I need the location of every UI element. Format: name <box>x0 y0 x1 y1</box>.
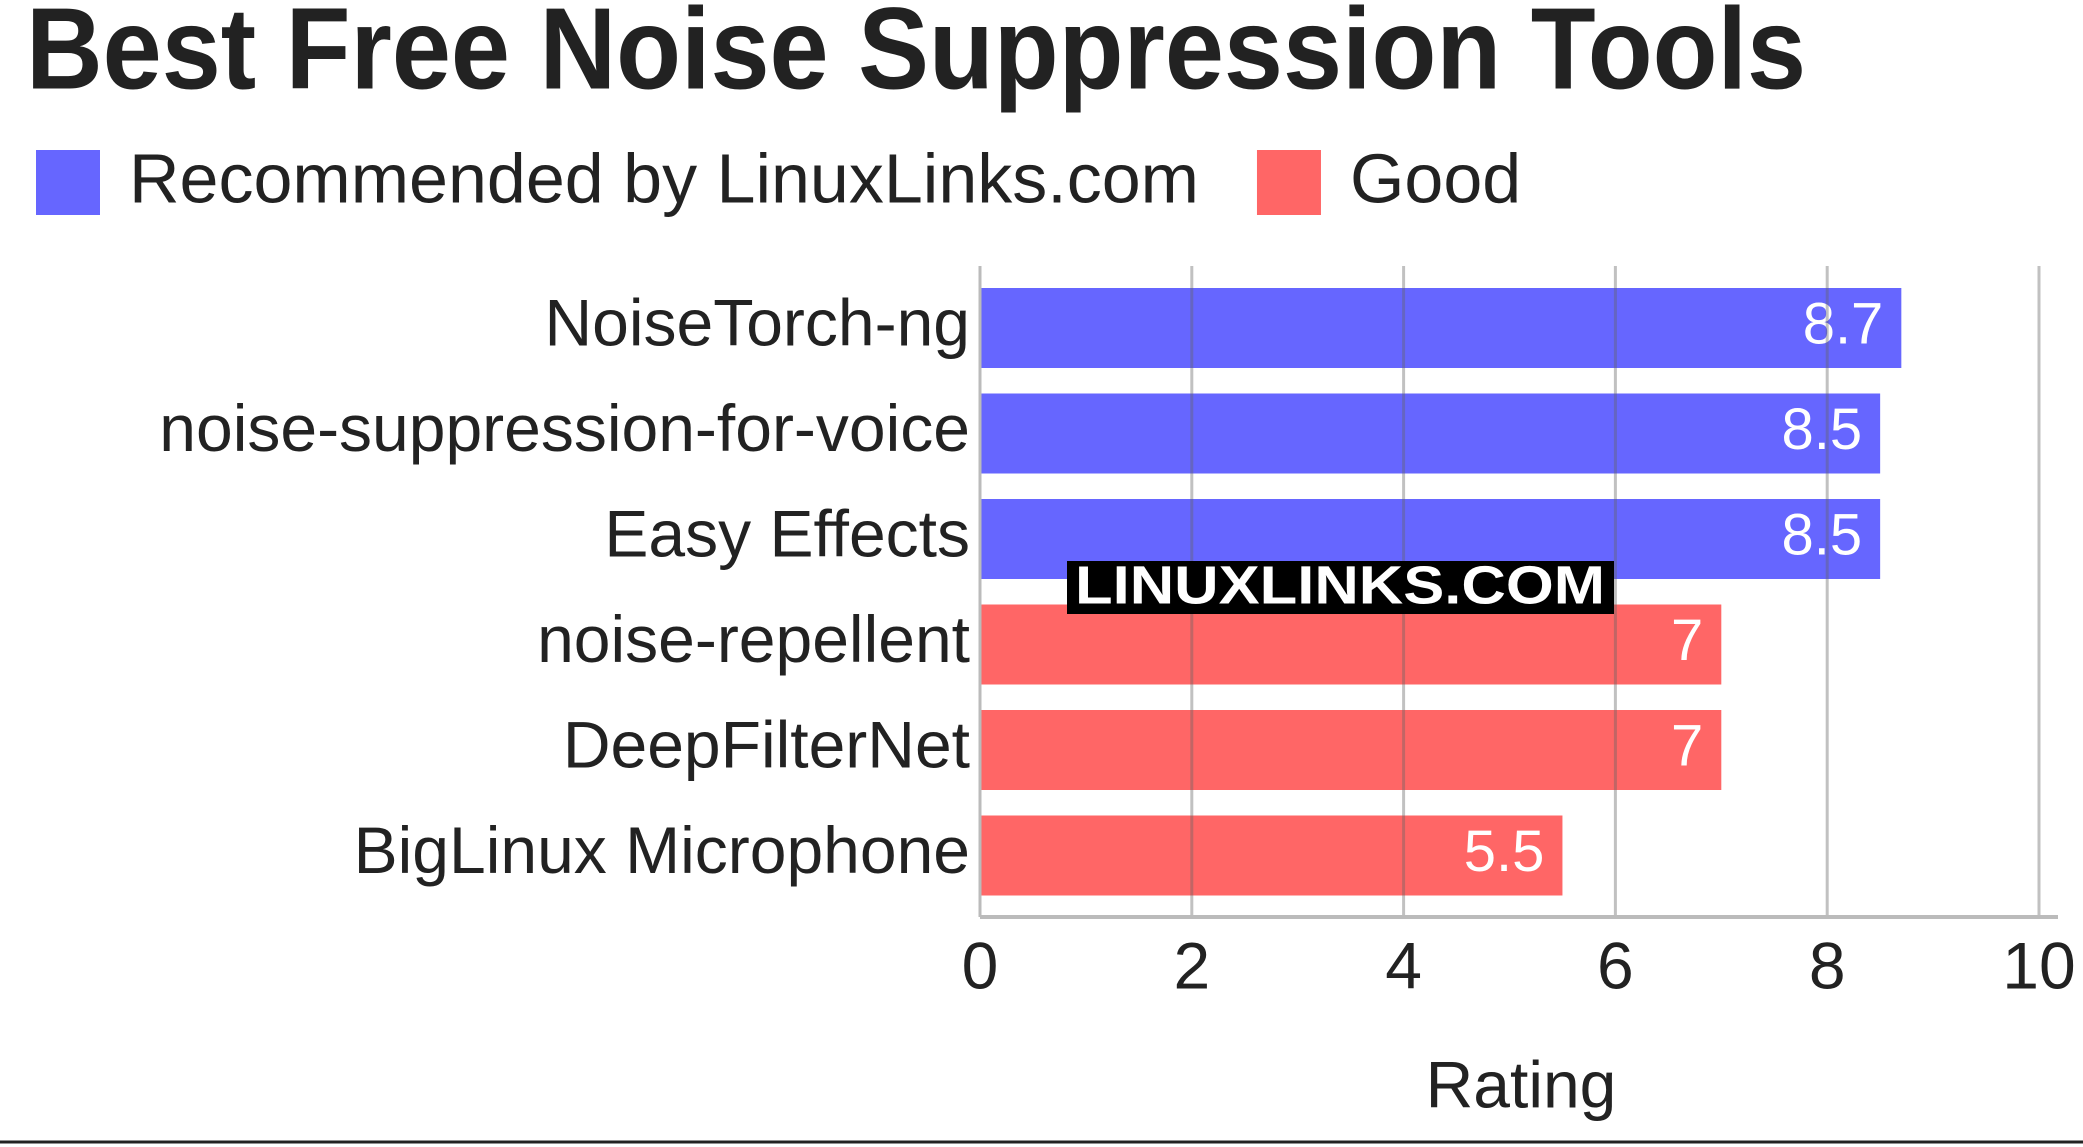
watermark: LINUXLINKS.COM <box>1075 555 1605 615</box>
bar <box>980 288 1902 368</box>
x-tick-label: 6 <box>1597 928 1634 1002</box>
category-label: noise-suppression-for-voice <box>159 391 970 465</box>
x-tick-label: 0 <box>962 928 999 1002</box>
x-tick-label: 10 <box>2002 928 2075 1002</box>
category-label: Easy Effects <box>604 496 970 570</box>
watermark-box <box>1067 561 1614 614</box>
value-label: 7 <box>1671 713 1703 778</box>
x-tick-label: 4 <box>1385 928 1422 1002</box>
legend-label: Good <box>1350 139 1521 217</box>
bar <box>980 710 1722 790</box>
category-label: BigLinux Microphone <box>354 813 970 887</box>
bar <box>980 393 1881 474</box>
legend-swatch <box>1256 150 1321 215</box>
x-tick-label: 8 <box>1809 928 1846 1002</box>
value-label: 8.5 <box>1782 397 1863 462</box>
category-label: noise-repellent <box>537 602 970 676</box>
value-label: 7 <box>1671 608 1703 673</box>
bar <box>980 815 1563 896</box>
legend-label: Recommended by LinuxLinks.com <box>129 139 1199 217</box>
chart-title: Best Free Noise Suppression Tools <box>26 0 1806 114</box>
value-label: 8.7 <box>1803 291 1884 356</box>
category-label: DeepFilterNet <box>563 707 970 781</box>
x-axis-label: Rating <box>1426 1047 1617 1121</box>
category-label: NoiseTorch-ng <box>544 285 970 359</box>
x-tick-label: 2 <box>1173 928 1210 1002</box>
bar <box>980 604 1722 685</box>
legend-swatch <box>36 150 100 215</box>
value-label: 5.5 <box>1464 819 1545 884</box>
value-label: 8.5 <box>1782 502 1863 567</box>
